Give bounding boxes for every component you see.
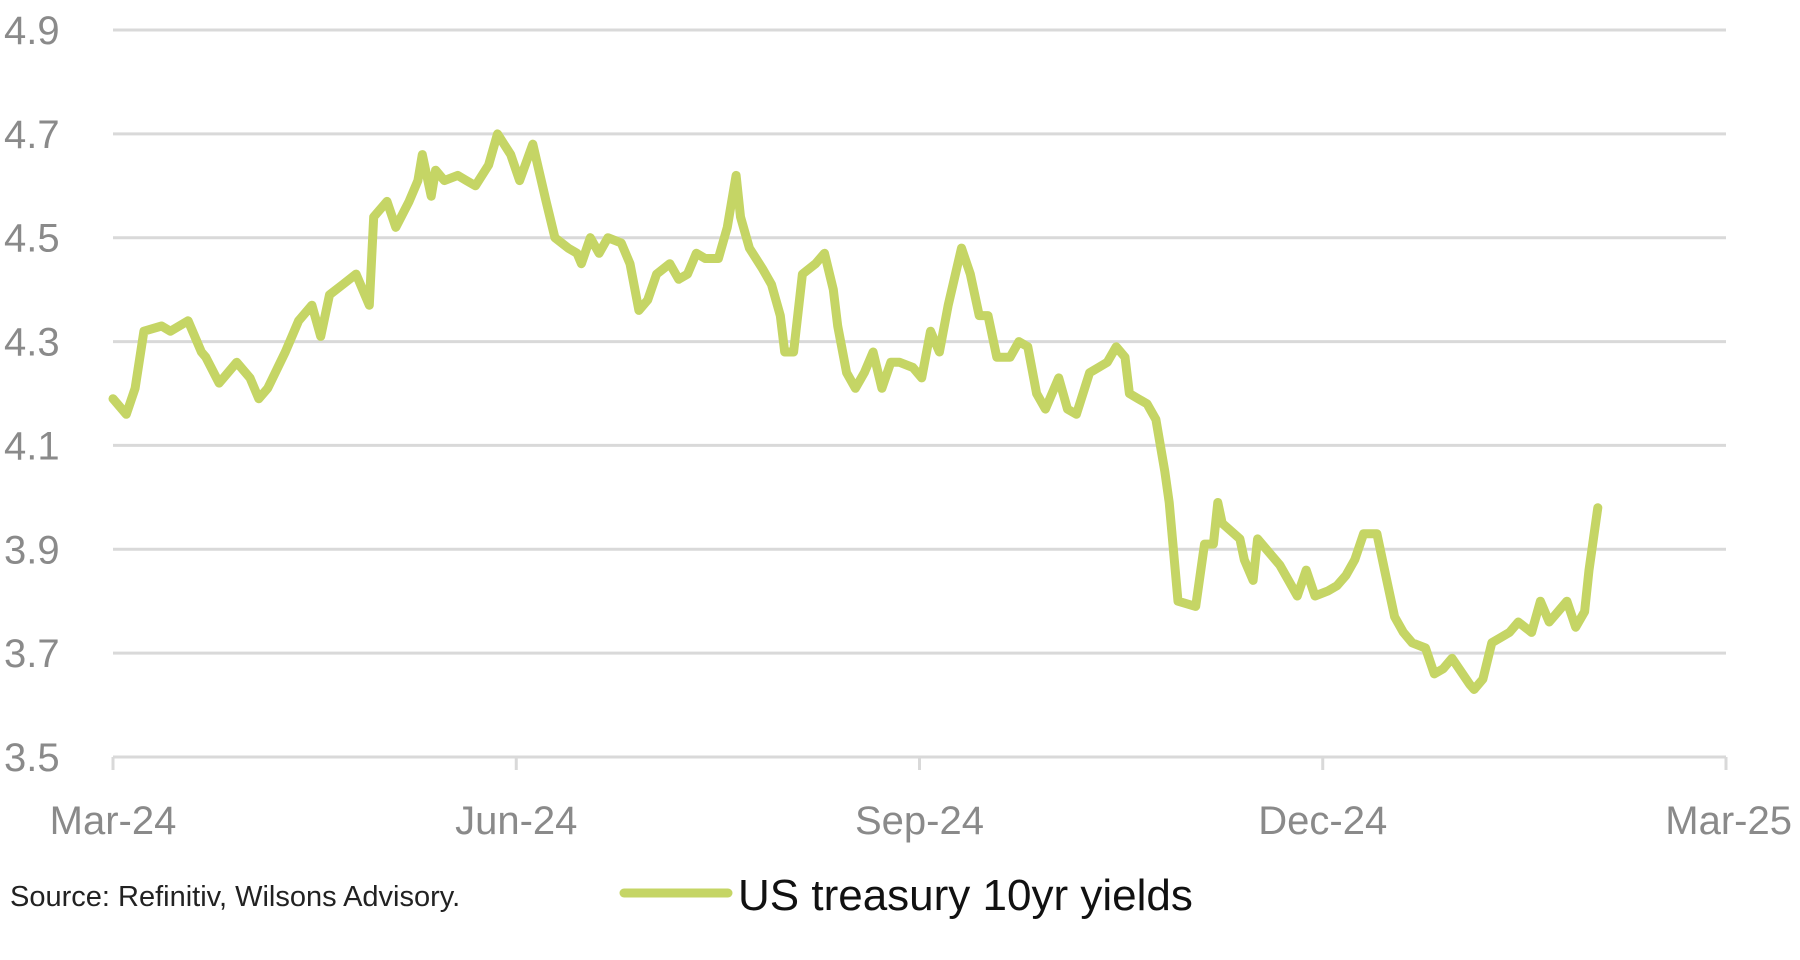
x-tick-label: Mar-25: [1665, 799, 1792, 843]
y-tick-label: 4.9: [4, 9, 60, 53]
y-axis-tick-labels: 3.5 3.7 3.9 4.1 4.3 4.5 4.7 4.9: [4, 9, 60, 780]
x-axis: [111, 755, 1728, 770]
source-note: Source: Refinitiv, Wilsons Advisory.: [10, 881, 460, 913]
x-axis-tick-labels: Mar-24 Jun-24 Sep-24 Dec-24 Mar-25: [50, 799, 1792, 843]
y-tick-label: 4.3: [4, 321, 60, 365]
series-line: [108, 129, 1603, 694]
y-tick-label: 3.5: [4, 736, 60, 780]
legend-label: US treasury 10yr yields: [738, 871, 1193, 920]
series-lines: [108, 129, 1603, 694]
gridlines: [113, 28, 1726, 655]
y-tick-label: 4.7: [4, 113, 60, 157]
y-tick-label: 4.5: [4, 217, 60, 261]
y-tick-label: 3.7: [4, 632, 60, 676]
x-tick-label: Dec-24: [1258, 799, 1387, 843]
x-tick-label: Sep-24: [855, 799, 984, 843]
y-tick-label: 3.9: [4, 528, 60, 572]
x-tick-label: Mar-24: [50, 799, 177, 843]
legend: US treasury 10yr yields: [619, 871, 1193, 920]
x-tick-label: Jun-24: [455, 799, 577, 843]
y-tick-label: 4.1: [4, 424, 60, 468]
